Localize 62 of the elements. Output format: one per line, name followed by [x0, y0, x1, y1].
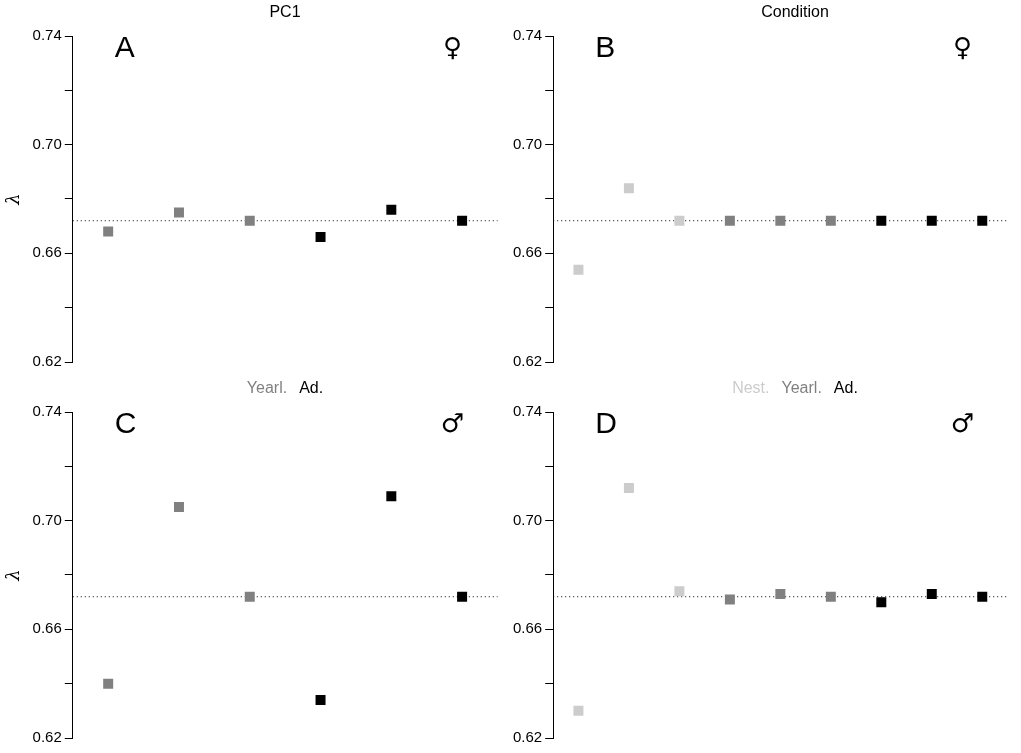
annotation: A: [114, 30, 135, 64]
point: [386, 204, 397, 215]
y-tick-label: 0.62: [32, 728, 62, 746]
point: [244, 215, 255, 226]
y-tick-label: 0.66: [512, 243, 543, 261]
point: [315, 232, 326, 243]
point: [386, 491, 397, 502]
y-tick-label: 0.70: [32, 510, 62, 528]
point: [977, 591, 988, 602]
point: [573, 705, 584, 716]
point: [103, 226, 114, 237]
point: [674, 215, 685, 226]
point: [825, 215, 836, 226]
y-axis-title: λ: [2, 569, 24, 582]
y-tick-label: 0.62: [512, 728, 543, 746]
point: [623, 483, 634, 494]
y-tick-label: 0.74: [512, 26, 543, 44]
annotation: ♂: [950, 407, 975, 438]
chart-title: Condition: [760, 2, 830, 22]
point: [674, 586, 685, 597]
chart-title: PC1: [268, 2, 302, 22]
point: [315, 694, 326, 705]
y-tick-label: 0.70: [512, 510, 543, 528]
text: Ad.: [833, 379, 858, 396]
annotation: ♀: [442, 31, 463, 62]
y-tick-label: 0.74: [32, 26, 62, 44]
point: [926, 215, 937, 226]
y-tick-label: 0.62: [512, 352, 543, 370]
y-tick-label: 0.62: [32, 352, 62, 370]
y-tick-label: 0.74: [512, 402, 543, 420]
y-tick-label: 0.66: [32, 619, 62, 637]
point: [173, 207, 184, 218]
point: [244, 591, 255, 602]
point: [457, 215, 468, 226]
annotation: ♂: [440, 407, 465, 438]
point: [977, 215, 988, 226]
point: [724, 215, 735, 226]
annotation: ♀: [952, 31, 973, 62]
annotation: D: [595, 406, 617, 440]
text: Yearl.: [246, 379, 288, 396]
point: [724, 594, 735, 605]
y-axis-title: λ: [2, 193, 24, 206]
text: Ad.: [299, 379, 324, 396]
text: Yearl.: [781, 379, 822, 396]
y-tick-label: 0.74: [32, 402, 62, 420]
annotation: B: [595, 30, 616, 64]
annotation: C: [114, 406, 137, 440]
point: [103, 678, 114, 689]
y-tick-label: 0.66: [32, 243, 62, 261]
point: [825, 591, 836, 602]
y-tick-label: 0.70: [512, 134, 543, 152]
point: [573, 264, 584, 275]
point: [926, 589, 937, 600]
point: [775, 215, 786, 226]
point: [775, 589, 786, 600]
y-tick-label: 0.70: [32, 134, 62, 152]
point: [173, 502, 184, 513]
point: [457, 591, 468, 602]
point: [876, 215, 887, 226]
point: [623, 183, 634, 194]
point: [876, 597, 887, 608]
y-tick-label: 0.66: [512, 619, 543, 637]
